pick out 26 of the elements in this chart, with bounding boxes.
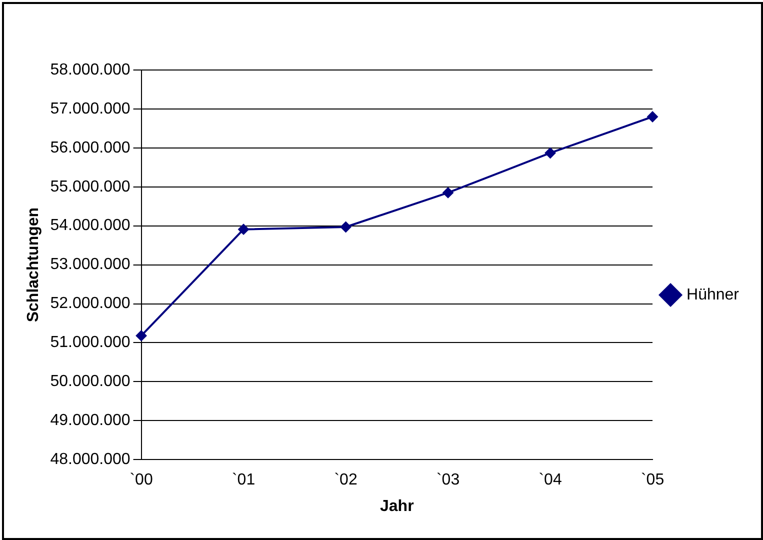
y-tick-label: 57.000.000 bbox=[50, 100, 130, 118]
point bbox=[238, 224, 250, 235]
x-tick-label: `03 bbox=[436, 472, 460, 489]
y-tick-label: 48.000.000 bbox=[50, 451, 130, 468]
y-tick-label: 52.000.000 bbox=[50, 295, 130, 312]
legend-label: Hühner bbox=[686, 286, 740, 304]
y-axis-title: Schlachtungen bbox=[25, 207, 42, 322]
x-tick-label: `05 bbox=[640, 472, 664, 489]
x-axis-title: Jahr bbox=[380, 498, 414, 515]
y-tick-label: 54.000.000 bbox=[50, 217, 130, 234]
y-tick-label: 53.000.000 bbox=[50, 256, 130, 274]
point bbox=[544, 147, 556, 158]
x-tick-label: `02 bbox=[334, 472, 358, 489]
y-tick-label: 56.000.000 bbox=[50, 139, 130, 156]
x-tick-label: `04 bbox=[538, 472, 562, 489]
point bbox=[136, 330, 147, 342]
y-tick-label: 49.000.000 bbox=[50, 412, 130, 430]
point bbox=[340, 222, 352, 233]
point bbox=[442, 187, 454, 198]
y-tick-label: 58.000.000 bbox=[50, 61, 130, 78]
x-tick-label: `01 bbox=[232, 472, 256, 489]
y-tick-label: 50.000.000 bbox=[50, 373, 130, 390]
point bbox=[647, 111, 658, 122]
y-tick-label: 55.000.000 bbox=[50, 178, 130, 196]
x-tick-label: `00 bbox=[130, 472, 153, 489]
y-tick-label: 51.000.000 bbox=[50, 334, 130, 352]
